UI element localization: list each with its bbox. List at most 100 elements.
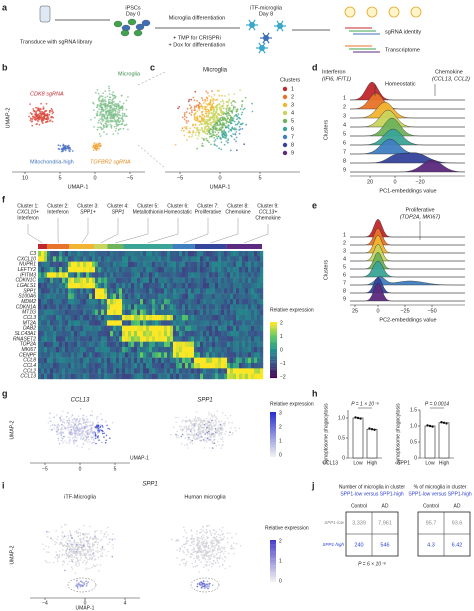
heat-cell	[164, 309, 168, 316]
heat-cell	[233, 357, 237, 364]
bar	[438, 422, 450, 459]
heat-cell	[53, 357, 57, 364]
heat-cell	[173, 272, 177, 278]
heat-cell	[233, 267, 237, 273]
cell-dot	[197, 546, 199, 548]
heat-cell	[239, 288, 243, 294]
cell-dot	[32, 117, 35, 119]
heat-cell	[59, 299, 63, 305]
tube-icon	[39, 5, 51, 23]
heat-cell	[53, 256, 57, 262]
cell-dot	[76, 557, 78, 559]
heat-cell	[143, 336, 147, 342]
heat-cell	[176, 357, 180, 364]
heat-cell	[128, 331, 132, 337]
cell-dot	[177, 434, 179, 437]
cell-dot	[202, 430, 204, 433]
cluster-bar	[94, 244, 108, 249]
cell-dot	[124, 124, 127, 127]
heat-cell	[236, 272, 240, 278]
cell-dot	[199, 129, 202, 132]
cell-dot	[112, 544, 114, 546]
heat-cell	[203, 363, 207, 369]
cell-dot	[196, 411, 198, 413]
heat-cell	[194, 267, 198, 273]
cell-dot	[104, 441, 107, 444]
cell-dot	[210, 121, 213, 124]
heat-cell	[104, 325, 108, 332]
heat-cell	[200, 309, 204, 316]
cell-dot	[227, 139, 230, 142]
colorbar-step	[270, 422, 276, 425]
cell-dot	[210, 565, 213, 568]
cell-dot	[214, 131, 217, 134]
heat-cell	[170, 320, 174, 326]
bar	[352, 417, 364, 459]
heat-cell	[92, 277, 96, 284]
heat-cell	[155, 272, 159, 278]
heat-cell	[158, 373, 162, 380]
heat-cell	[236, 368, 240, 374]
cell-dot	[212, 432, 214, 435]
heat-cell	[257, 368, 261, 374]
heat-cell	[77, 368, 81, 374]
cell-dot	[230, 548, 233, 550]
heat-cell	[107, 309, 111, 316]
heat-cell	[128, 293, 132, 300]
cell-dot	[211, 100, 214, 103]
ridge	[350, 138, 465, 155]
cell-dot	[225, 137, 227, 140]
cell-dot	[231, 127, 233, 130]
cell-dot	[206, 561, 209, 563]
heat-cell	[203, 309, 207, 316]
cell-dot	[60, 148, 63, 151]
label: iPSCs	[125, 5, 141, 11]
heat-cell	[74, 283, 78, 289]
heat-cell	[164, 363, 168, 369]
cell-dot	[189, 442, 191, 444]
heat-cell	[203, 347, 207, 353]
heat-cell	[188, 368, 192, 374]
heat-cell	[56, 315, 60, 321]
cell-dot	[204, 538, 206, 541]
cell-dot	[220, 127, 223, 130]
heat-cell	[185, 331, 189, 337]
cell-dot	[202, 536, 205, 538]
cell-dot	[235, 533, 238, 535]
heat-cell	[137, 325, 141, 332]
heat-cell	[239, 347, 243, 353]
cell-dot	[105, 113, 108, 115]
heat-cell	[197, 347, 201, 353]
cell-dot	[52, 116, 54, 119]
heat-cell	[203, 256, 207, 262]
heat-cell	[239, 277, 243, 284]
cell-dot	[57, 439, 60, 442]
heat-cell	[158, 352, 162, 358]
heat-cell	[62, 277, 66, 284]
cell-dot	[183, 118, 186, 121]
cell-dot	[98, 100, 100, 102]
cell-dot	[67, 429, 69, 431]
heat-cell	[152, 293, 156, 300]
cell-dot	[181, 116, 184, 119]
heat-cell	[221, 347, 225, 353]
heat-cell	[50, 299, 54, 305]
heat-cell	[47, 256, 51, 262]
cell-dot	[85, 552, 87, 555]
label: 9	[343, 167, 346, 173]
cell-dot	[58, 442, 61, 445]
heat-cell	[128, 251, 132, 257]
cell-dot	[61, 548, 64, 551]
heat-cell	[227, 272, 231, 278]
cell-dot	[91, 556, 94, 559]
cell-dot	[56, 425, 58, 427]
heat-cell	[86, 267, 90, 273]
heat-cell	[170, 347, 174, 353]
cell-dot	[40, 120, 43, 123]
cell-dot	[200, 419, 203, 422]
cell-dot	[208, 556, 210, 558]
heat-cell	[203, 283, 207, 289]
cell-dot	[213, 140, 216, 143]
cell-dot	[215, 115, 218, 118]
label: UMAP-2	[9, 420, 15, 439]
